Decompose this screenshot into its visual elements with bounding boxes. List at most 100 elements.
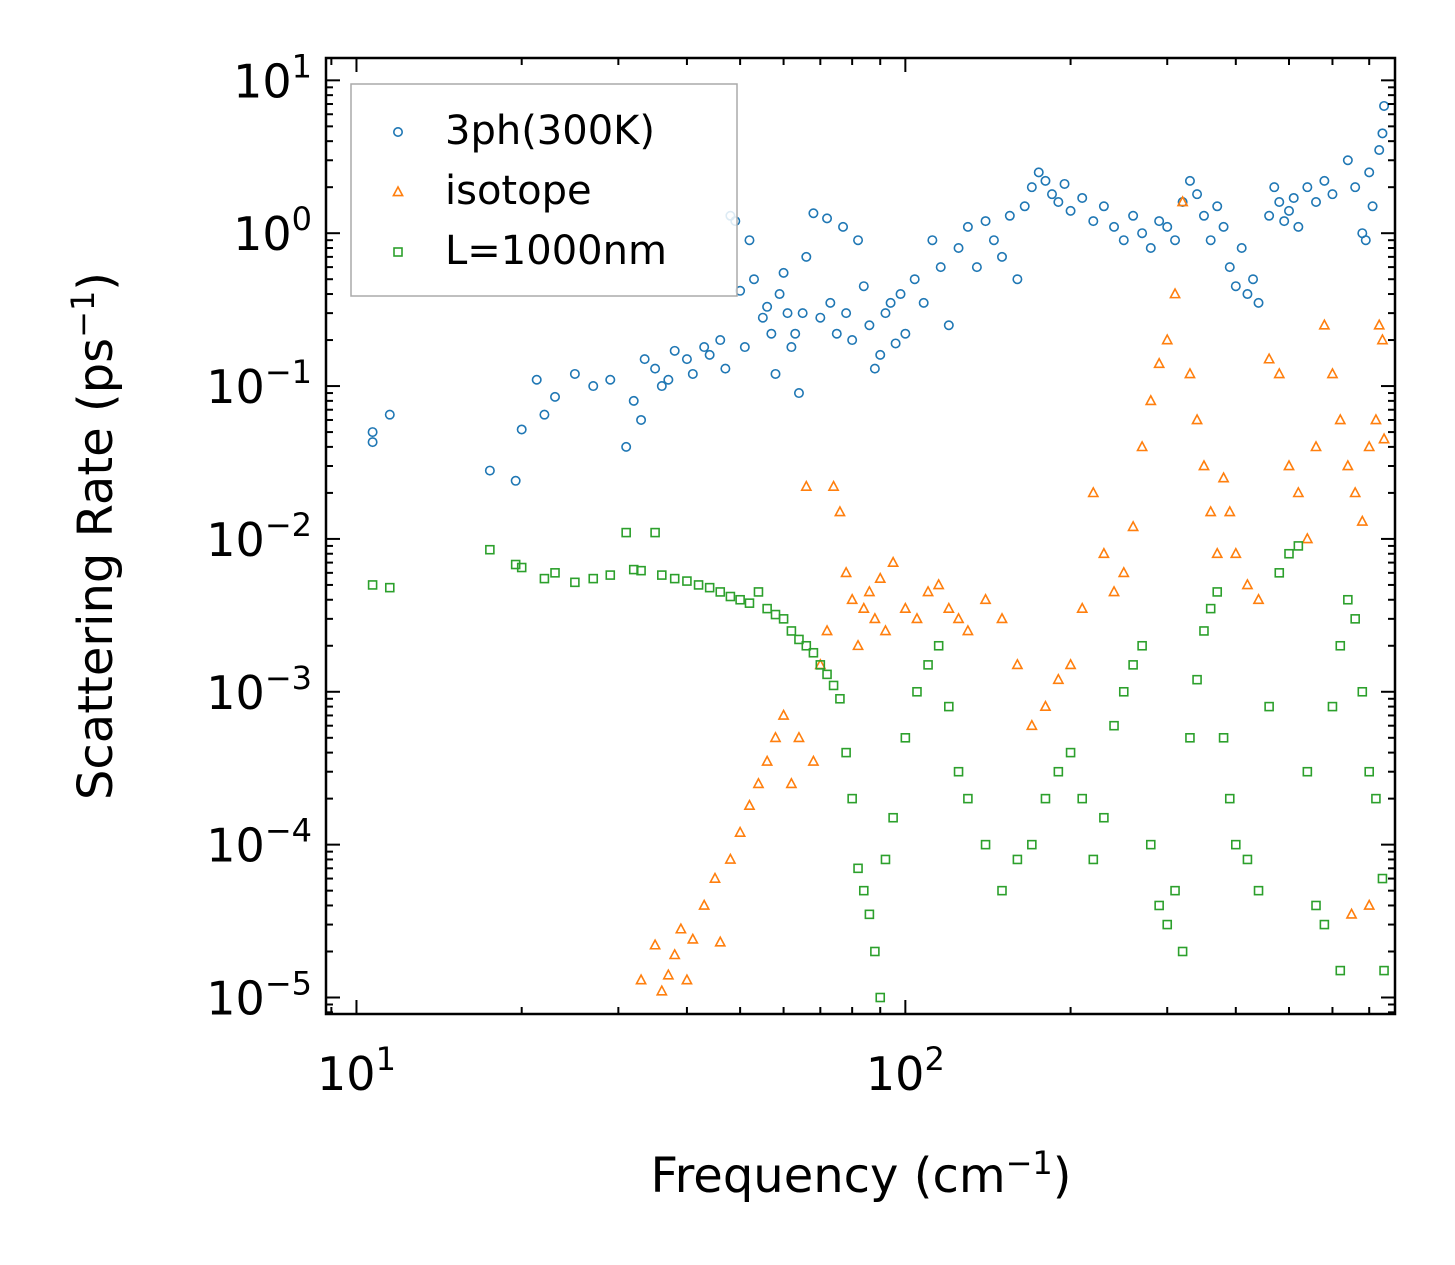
point-boundary — [1027, 839, 1037, 850]
point-3ph — [1319, 175, 1330, 186]
point-3ph — [1377, 128, 1388, 139]
point-3ph — [669, 345, 680, 356]
y-tick-label: 10−4 — [206, 812, 312, 873]
point-3ph — [1242, 289, 1253, 300]
point-isotope — [827, 479, 840, 491]
point-boundary — [1224, 793, 1235, 804]
point-isotope — [879, 624, 892, 636]
point-3ph — [895, 289, 906, 300]
point-isotope — [674, 922, 687, 934]
point-3ph — [1109, 221, 1120, 232]
y-tick-label: 10−2 — [206, 506, 312, 567]
point-3ph — [841, 308, 852, 319]
point-3ph — [720, 363, 731, 374]
point-boundary — [980, 839, 991, 850]
point-boundary — [1377, 873, 1388, 884]
point-isotope — [807, 754, 820, 766]
point-boundary — [1205, 603, 1216, 614]
point-3ph — [1342, 155, 1353, 166]
point-boundary — [1293, 541, 1304, 551]
point-boundary — [944, 701, 954, 712]
point-3ph — [550, 391, 561, 402]
point-boundary — [815, 660, 826, 670]
point-boundary — [875, 992, 886, 1003]
point-3ph — [1077, 192, 1088, 203]
point-isotope — [821, 624, 833, 636]
point-boundary — [1284, 548, 1294, 559]
point-boundary — [744, 598, 755, 608]
point-boundary — [1012, 854, 1023, 865]
point-isotope — [662, 968, 675, 980]
point-isotope — [734, 825, 747, 837]
point-boundary — [822, 669, 832, 680]
point-isotope — [1229, 547, 1242, 559]
point-isotope — [686, 932, 699, 944]
legend-label-3ph: 3ph(300K) — [445, 108, 655, 154]
point-3ph — [1311, 196, 1322, 207]
point-boundary — [870, 946, 880, 957]
point-3ph — [980, 216, 991, 227]
point-3ph — [1128, 210, 1139, 221]
point-3ph — [516, 424, 527, 435]
point-boundary — [650, 527, 660, 538]
legend-box — [350, 83, 738, 297]
point-3ph — [900, 328, 911, 339]
point-isotope — [649, 938, 662, 950]
point-boundary — [1253, 885, 1264, 896]
point-3ph — [1364, 167, 1375, 178]
point-3ph — [650, 363, 661, 374]
point-3ph — [1248, 274, 1259, 285]
point-3ph — [1274, 196, 1285, 207]
point-isotope — [1318, 318, 1331, 330]
point-boundary — [657, 570, 667, 580]
point-boundary — [1364, 766, 1375, 777]
x-tick-label: 102 — [866, 1040, 945, 1101]
point-3ph — [766, 328, 777, 339]
point-boundary — [828, 680, 839, 691]
point-3ph — [770, 368, 781, 379]
point-3ph — [997, 251, 1008, 262]
point-3ph — [778, 267, 789, 278]
point-boundary — [605, 570, 616, 580]
point-isotope — [1117, 566, 1130, 578]
point-3ph — [605, 374, 616, 385]
point-isotope — [996, 612, 1008, 624]
point-3ph — [539, 409, 550, 420]
point-3ph — [699, 342, 710, 353]
point-3ph — [890, 338, 901, 349]
point-3ph — [588, 381, 599, 392]
point-3ph — [825, 297, 836, 308]
point-boundary — [1357, 686, 1368, 697]
point-isotope — [1252, 593, 1265, 605]
point-isotope — [1191, 413, 1204, 425]
point-isotope — [769, 731, 782, 743]
y-tick-label: 10−5 — [206, 965, 312, 1026]
point-isotope — [874, 571, 887, 584]
point-3ph — [744, 235, 755, 246]
point-3ph — [864, 320, 875, 331]
point-boundary — [888, 812, 898, 823]
point-isotope — [1025, 718, 1038, 731]
point-boundary — [762, 603, 772, 614]
point-isotope — [709, 871, 721, 883]
point-3ph — [1374, 145, 1385, 156]
point-3ph — [1283, 205, 1294, 216]
point-3ph — [808, 208, 819, 219]
point-3ph — [774, 289, 785, 300]
plot-area — [367, 100, 1390, 1003]
point-isotope — [1378, 432, 1390, 444]
point-isotope — [698, 898, 711, 910]
point-isotope — [863, 585, 876, 597]
point-3ph — [1170, 235, 1181, 246]
point-3ph — [1205, 235, 1216, 246]
point-boundary — [1371, 793, 1381, 804]
point-3ph — [793, 388, 804, 399]
point-3ph — [1184, 175, 1195, 186]
point-3ph — [739, 342, 750, 353]
plot-frame — [324, 56, 1397, 1016]
point-3ph — [1019, 201, 1030, 212]
point-3ph — [1046, 189, 1057, 200]
point-isotope — [1176, 195, 1189, 207]
point-3ph — [1088, 216, 1099, 227]
point-isotope — [942, 601, 955, 614]
